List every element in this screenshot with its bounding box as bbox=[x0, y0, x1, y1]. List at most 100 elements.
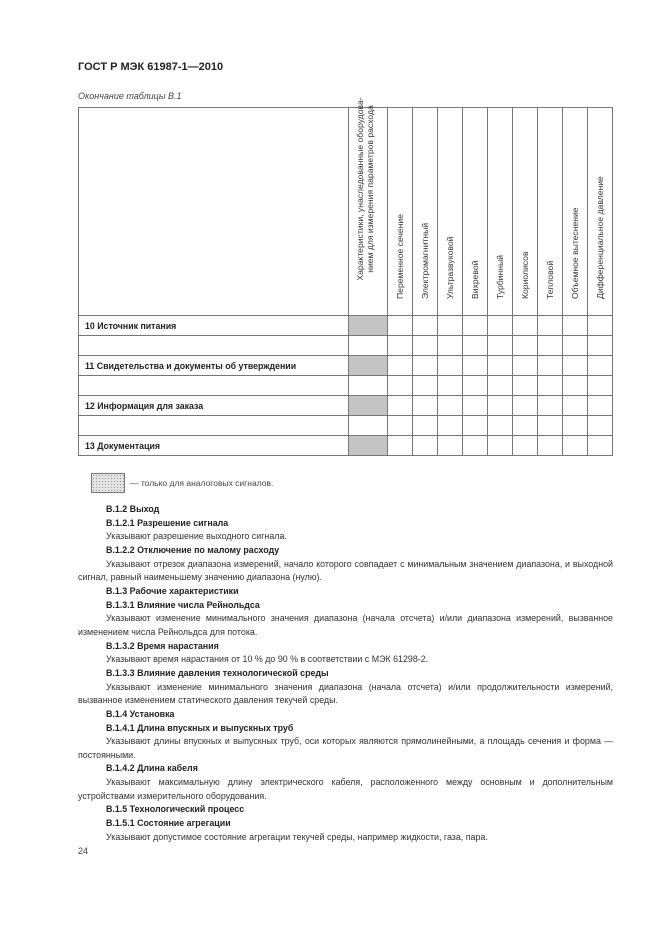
shaded-cell bbox=[348, 355, 388, 376]
table-cell bbox=[348, 415, 388, 436]
column-header: Электромагнитный bbox=[412, 107, 438, 316]
table-cell bbox=[462, 415, 488, 436]
table-cell bbox=[562, 315, 588, 336]
table-cell bbox=[487, 435, 513, 456]
table-cell bbox=[587, 375, 613, 396]
table-cell bbox=[537, 315, 563, 336]
row-label bbox=[78, 335, 349, 356]
legend-text: — только для аналоговых сигналов. bbox=[130, 478, 274, 488]
table-cell bbox=[437, 375, 463, 396]
table-row: 11 Свидетельства и документы об утвержде… bbox=[78, 355, 613, 376]
column-header-text: Объемное вытеснение bbox=[570, 207, 580, 299]
column-header-text: Дифференциальное давление bbox=[595, 176, 605, 299]
row-label bbox=[78, 415, 349, 436]
table-cell bbox=[437, 435, 463, 456]
table-row: 12 Информация для заказа bbox=[78, 395, 613, 416]
section-heading: В.1.3 Рабочие характеристики bbox=[106, 585, 239, 596]
table-row bbox=[78, 415, 613, 436]
table-cell bbox=[462, 355, 488, 376]
row-label bbox=[78, 375, 349, 396]
body-text: В.1.2 Выход В.1.2.1 Разрешение сигнала Ука… bbox=[78, 503, 613, 844]
section-heading: В.1.5.1 Состояние агрегации bbox=[106, 818, 231, 829]
table-cell bbox=[587, 415, 613, 436]
table-cell bbox=[512, 415, 538, 436]
row-label: 13 Документация bbox=[78, 435, 349, 456]
section-heading: В.1.2.1 Разрешение сигнала bbox=[106, 517, 229, 528]
page-number: 24 bbox=[78, 846, 89, 856]
section-heading: В.1.4.1 Длина впускных и выпускных труб bbox=[106, 722, 294, 733]
table-cell bbox=[412, 355, 438, 376]
column-header: Переменное сечение bbox=[387, 107, 413, 316]
table-cell bbox=[412, 415, 438, 436]
shaded-cell bbox=[348, 435, 388, 456]
table-cell bbox=[462, 335, 488, 356]
table-cell bbox=[437, 355, 463, 376]
table-row bbox=[78, 375, 613, 396]
table-cell bbox=[587, 395, 613, 416]
column-header: Турбинный bbox=[487, 107, 513, 316]
table-cell bbox=[462, 315, 488, 336]
paragraph: Указывают максимальную длину электрическ… bbox=[78, 777, 613, 801]
table-cell bbox=[412, 315, 438, 336]
paragraph: Указывают время нарастания от 10 % до 90… bbox=[106, 654, 429, 665]
table-cell bbox=[562, 415, 588, 436]
spec-table: Характеристики, унаследованные оборудова… bbox=[78, 97, 613, 456]
table-cell bbox=[587, 355, 613, 376]
column-header-text: Электромагнитный bbox=[420, 222, 430, 299]
table-row bbox=[78, 335, 613, 356]
table-cell bbox=[512, 355, 538, 376]
column-header-text: Кориолисов bbox=[520, 251, 530, 299]
paragraph: Указывают изменение минимального значени… bbox=[78, 613, 613, 637]
column-header: Вихревой bbox=[462, 107, 488, 316]
table-cell bbox=[512, 395, 538, 416]
table-cell bbox=[537, 375, 563, 396]
section-heading: В.1.3.2 Время нарастания bbox=[106, 640, 219, 651]
shaded-swatch bbox=[91, 473, 125, 493]
column-header-text: Характеристики, унаследованные оборудова… bbox=[355, 97, 375, 281]
table-cell bbox=[587, 435, 613, 456]
table-cell bbox=[487, 395, 513, 416]
table-cell bbox=[412, 375, 438, 396]
section-heading: В.1.4 Установка bbox=[106, 708, 175, 719]
table-cell bbox=[412, 435, 438, 456]
table-header-row: Характеристики, унаследованные оборудова… bbox=[78, 97, 613, 316]
table-cell bbox=[387, 395, 413, 416]
table-cell bbox=[537, 395, 563, 416]
column-header-text: Ультразвуковой bbox=[445, 236, 455, 299]
paragraph: Указывают допустимое состояние агрегации… bbox=[106, 831, 488, 842]
table-cell bbox=[562, 395, 588, 416]
table-cell bbox=[387, 335, 413, 356]
column-header: Тепловой bbox=[537, 107, 563, 316]
table-cell bbox=[487, 415, 513, 436]
column-header: Ультразвуковой bbox=[437, 107, 463, 316]
table-cell bbox=[348, 375, 388, 396]
section-heading: В.1.2 Выход bbox=[106, 504, 160, 514]
table-cell bbox=[537, 415, 563, 436]
column-header: Дифференциальное давление bbox=[587, 107, 613, 316]
section-heading: В.1.3.1 Влияние числа Рейнольдса bbox=[106, 599, 260, 610]
row-label: 11 Свидетельства и документы об утвержде… bbox=[78, 355, 349, 376]
document-header: ГОСТ Р МЭК 61987-1—2010 bbox=[78, 61, 224, 73]
paragraph: Указывают отрезок диапазона измерений, н… bbox=[78, 558, 613, 583]
table-cell bbox=[348, 335, 388, 356]
table-cell bbox=[562, 435, 588, 456]
section-heading: В.1.4.2 Длина кабеля bbox=[106, 763, 198, 774]
column-header: Объемное вытеснение bbox=[562, 107, 588, 316]
table-cell bbox=[437, 415, 463, 436]
table-cell bbox=[462, 375, 488, 396]
table-cell bbox=[562, 355, 588, 376]
table-cell bbox=[462, 435, 488, 456]
table-cell bbox=[487, 315, 513, 336]
section-heading: В.1.5 Технологический процесс bbox=[106, 804, 245, 815]
table-cell bbox=[387, 355, 413, 376]
table-cell bbox=[512, 315, 538, 336]
shaded-cell bbox=[348, 395, 388, 416]
table-cell bbox=[387, 415, 413, 436]
table-cell bbox=[587, 335, 613, 356]
table-cell bbox=[412, 395, 438, 416]
table-row: 10 Источник питания bbox=[78, 315, 613, 336]
table-cell bbox=[437, 335, 463, 356]
header-empty-cell bbox=[78, 107, 349, 316]
table-cell bbox=[412, 335, 438, 356]
column-header-text: Тепловой bbox=[545, 260, 555, 299]
